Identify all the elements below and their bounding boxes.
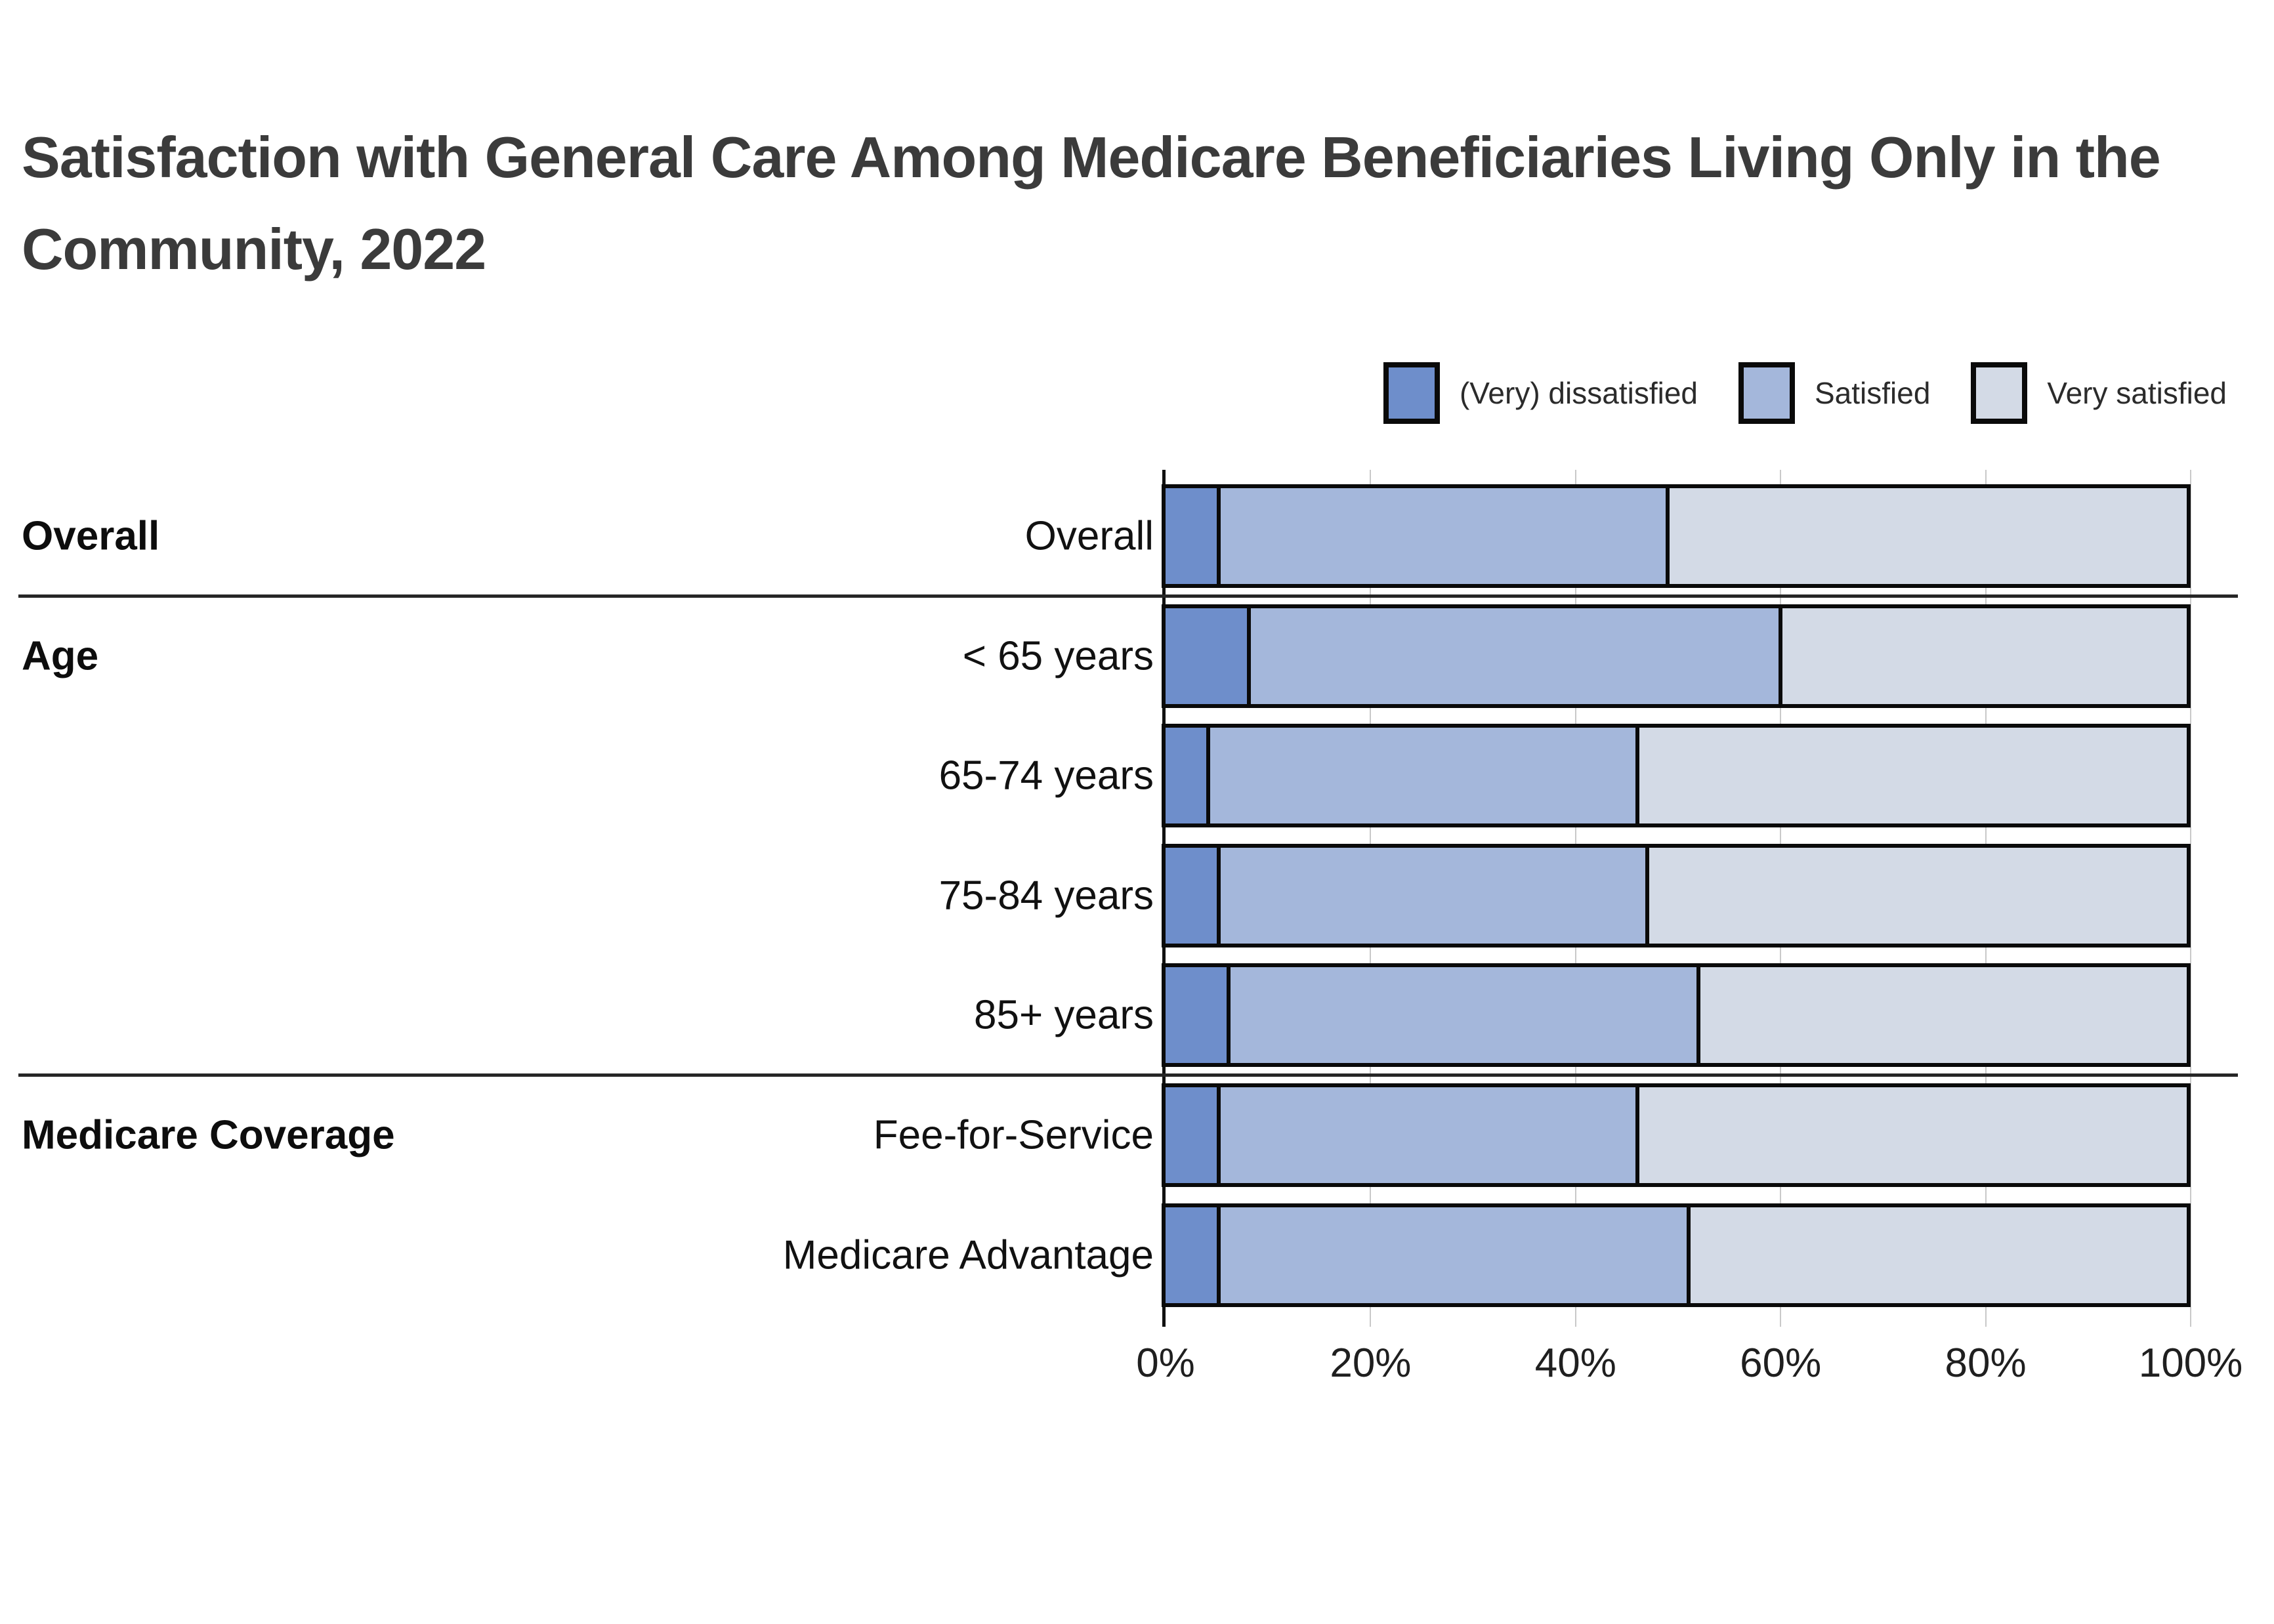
bar-segment-satisfied (1227, 967, 1697, 1064)
row-label-4: 85+ years (973, 992, 1154, 1038)
bar-segment-satisfied (1216, 1087, 1635, 1183)
bar-segment-very-satisfied (1696, 967, 2187, 1064)
row-label-1: < 65 years (962, 633, 1154, 679)
bar-row-4 (1162, 963, 2191, 1068)
section-separator-1 (18, 1073, 2238, 1077)
row-label-5: Fee-for-Service (873, 1112, 1154, 1158)
row-label-6: Medicare Advantage (782, 1232, 1154, 1278)
row-label-0: Overall (1024, 513, 1154, 559)
bar-segment-satisfied (1216, 1207, 1687, 1303)
section-label-medicare-coverage: Medicare Coverage (22, 1112, 395, 1158)
row-label-3: 75-84 years (938, 873, 1154, 919)
bar-row-1 (1162, 604, 2191, 708)
bar-row-3 (1162, 843, 2191, 947)
x-tick-label-60: 60% (1740, 1341, 1822, 1386)
bar-segment-very-satisfied (1778, 608, 2187, 704)
bar-row-0 (1162, 484, 2191, 588)
row-label-2: 65-74 years (938, 753, 1154, 799)
legend-swatch-icon (1383, 362, 1440, 424)
bar-segment-satisfied (1216, 488, 1666, 584)
legend-swatch-icon (1971, 362, 2028, 424)
bar-segment--very-dissatisfied (1166, 967, 1227, 1064)
legend-label: Very satisfied (2047, 376, 2227, 410)
legend-label: (Very) dissatisfied (1459, 376, 1698, 410)
bar-segment--very-dissatisfied (1166, 847, 1217, 944)
legend-label: Satisfied (1814, 376, 1931, 410)
section-label-overall: Overall (22, 513, 160, 559)
bar-segment-very-satisfied (1635, 728, 2187, 824)
chart-title: Satisfaction with General Care Among Med… (22, 112, 2253, 295)
bar-segment-satisfied (1216, 847, 1646, 944)
bar-segment--very-dissatisfied (1166, 608, 1248, 704)
bar-segment--very-dissatisfied (1166, 1087, 1217, 1183)
x-tick-label-80: 80% (1945, 1341, 2027, 1386)
section-separator-0 (18, 594, 2238, 598)
bar-row-5 (1162, 1083, 2191, 1187)
x-tick-label-0: 0% (1136, 1341, 1195, 1386)
bar-segment-very-satisfied (1645, 847, 2187, 944)
legend-item-1: Satisfied (1738, 362, 1930, 424)
legend: (Very) dissatisfied Satisfied Very satisfi… (1383, 362, 2227, 424)
legend-swatch-icon (1738, 362, 1795, 424)
bar-segment-satisfied (1247, 608, 1779, 704)
gridline-100 (2190, 470, 2191, 1327)
bar-segment-very-satisfied (1666, 488, 2187, 584)
bar-segment--very-dissatisfied (1166, 488, 1217, 584)
x-tick-label-40: 40% (1534, 1341, 1616, 1386)
legend-item-2: Very satisfied (1971, 362, 2227, 424)
x-tick-label-100: 100% (2138, 1341, 2243, 1386)
x-tick-label-20: 20% (1330, 1341, 1412, 1386)
bar-row-2 (1162, 724, 2191, 828)
bar-segment-very-satisfied (1635, 1087, 2187, 1183)
chart-title-line-1: Satisfaction with General Care Among Med… (22, 125, 2161, 190)
legend-item-0: (Very) dissatisfied (1383, 362, 1698, 424)
bar-row-6 (1162, 1203, 2191, 1307)
bar-segment--very-dissatisfied (1166, 728, 1207, 824)
chart-title-line-2: Community, 2022 (22, 217, 486, 281)
bar-segment-satisfied (1206, 728, 1635, 824)
section-label-age: Age (22, 633, 99, 679)
bar-segment-very-satisfied (1686, 1207, 2187, 1303)
bar-segment--very-dissatisfied (1166, 1207, 1217, 1303)
